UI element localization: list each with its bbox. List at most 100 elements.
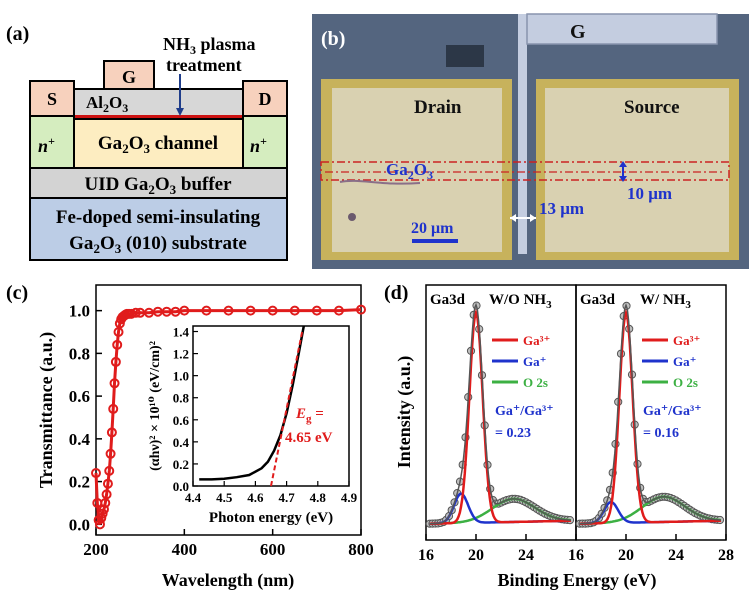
panel-d: (d) 16 20 24 16 20 24 28 Binding Energy (eV) I… (384, 282, 734, 591)
xps-xtick-label: 16 (568, 547, 584, 564)
ga3-component (429, 308, 571, 525)
core-label-right: Ga3d (580, 292, 616, 308)
scale-bar (412, 239, 458, 243)
inset-ytick-label: 1.0 (173, 369, 189, 384)
width-arrow-bottom (619, 176, 627, 182)
xps-xtick-label: 28 (718, 547, 734, 564)
legend-o2s-r: O 2s (673, 375, 698, 390)
legend-left: Ga³⁺ Ga⁺ O 2s Ga⁺/Ga³⁺ = 0.23 (492, 333, 554, 441)
gate-finger (518, 14, 527, 254)
inset-ytick-label: 0.0 (173, 479, 189, 494)
xps-ylabel: Intensity (a.u.) (394, 356, 415, 469)
ratio-label-left: Ga⁺/Ga³⁺ (495, 404, 554, 419)
gate-label: G (122, 67, 136, 87)
panel-a-label: (a) (6, 23, 29, 45)
ratio-value-left: = 0.23 (495, 426, 531, 441)
plasma-label-line2: treatment (166, 55, 242, 75)
inset-xtick-label: 4.6 (247, 490, 264, 505)
source-pad (545, 88, 729, 252)
panel-d-label: (d) (384, 282, 408, 304)
drain-pad (332, 88, 502, 252)
ga3-component (579, 308, 721, 525)
inset-xtick-label: 4.5 (216, 490, 233, 505)
channel-label: Ga2O3 channel (98, 133, 218, 156)
substrate-layer (29, 197, 288, 261)
nplus-right (242, 115, 288, 169)
panel-b-label: (b) (321, 28, 345, 50)
panel-c-label: (c) (6, 282, 28, 304)
transmittance-curve (94, 308, 362, 525)
buffer-label: UID Ga2O3 buffer (84, 174, 232, 197)
width-label: 10 μm (627, 184, 672, 203)
gate-pad (526, 13, 718, 45)
ratio-label-right: Ga⁺/Ga³⁺ (643, 404, 702, 419)
condition-label-left: W/O NH3 (489, 292, 552, 311)
plasma-label-line1: NH3 plasma (163, 34, 256, 57)
substrate-label-line1: Fe-doped semi-insulating (56, 207, 261, 228)
legend-right: Ga³⁺ Ga⁺ O 2s Ga⁺/Ga³⁺ = 0.16 (642, 333, 702, 441)
c-ytick-label: 0.4 (69, 430, 91, 449)
legend-ga3-r: Ga³⁺ (673, 333, 700, 348)
oxide-layer (73, 88, 244, 117)
gap-arrow-right (530, 214, 536, 222)
inset-axes: 4.4 4.5 4.6 4.7 4.8 4.9 0.0 0.2 0.4 0.6 0.8 1.0 1.2 1… (173, 325, 358, 505)
c-ytick-label: 0.2 (69, 473, 90, 492)
panel-c: (c) 200 400 600 800 0.0 0.2 0.4 0.6 0.8 1.0 Wavel… (6, 282, 374, 591)
c-ytick-label: 0.0 (69, 515, 90, 534)
inset-xtick-label: 4.7 (278, 490, 295, 505)
transmittance-xlabel: Wavelength (nm) (162, 570, 295, 591)
transmittance-plot-frame (95, 284, 362, 536)
xps-xtick-label: 20 (468, 547, 484, 564)
debris-trace (339, 179, 421, 185)
inset-ytick-label: 1.4 (173, 325, 190, 340)
nplus-left (29, 115, 75, 169)
xps-envelope (429, 302, 572, 525)
width-arrow-top (619, 161, 627, 167)
core-label-left: Ga3d (430, 292, 466, 308)
xps-spectra: 16 20 24 16 20 24 28 (418, 301, 734, 564)
panel-b: G Drain Source Ga2O3 10 μm 13 μm 20 μm (… (312, 13, 749, 269)
panel-a: (a) G S D Al2O3 NH3 plasma treatment n+ … (6, 23, 288, 261)
plasma-arrow-head (176, 108, 184, 116)
c-xtick-label: 400 (172, 540, 198, 559)
inset-ytick-label: 1.2 (173, 347, 189, 362)
c-ytick-label: 0.8 (69, 344, 90, 363)
drain-label: D (259, 89, 272, 109)
inset-ytick-label: 0.6 (173, 413, 190, 428)
absorption-curve (199, 325, 306, 481)
legend-ga1: Ga⁺ (523, 354, 546, 369)
plasma-treated-interface (70, 115, 246, 119)
inset-xtick-label: 4.4 (185, 490, 202, 505)
xps-xlabel: Binding Energy (eV) (497, 570, 656, 591)
inset-ytick-label: 0.4 (173, 435, 190, 450)
xps-xtick-label: 16 (418, 547, 434, 564)
legend-ga3: Ga³⁺ (523, 333, 550, 348)
inset-ytick-label: 0.2 (173, 457, 189, 472)
nplus-left-label: n+ (38, 134, 55, 156)
channel-outline (320, 161, 730, 181)
xps-xtick-label: 24 (668, 547, 684, 564)
dark-feature (446, 45, 484, 67)
inset-xtick-label: 4.9 (341, 490, 358, 505)
c-xtick-label: 200 (83, 540, 109, 559)
gap-label: 13 μm (539, 199, 584, 218)
inset-xtick-label: 4.8 (310, 490, 327, 505)
xps-xtick-label: 20 (618, 547, 634, 564)
gap-arrow-left (510, 214, 516, 222)
xps-envelope (579, 303, 722, 525)
source-label: Source (624, 97, 680, 118)
inset-xlabel: Photon energy (eV) (209, 510, 333, 526)
ratio-value-right: = 0.16 (643, 426, 679, 441)
legend-ga1-r: Ga⁺ (673, 354, 696, 369)
nplus-right-label: n+ (250, 134, 267, 156)
micrograph-gate-label: G (570, 21, 586, 43)
legend-o2s: O 2s (523, 375, 548, 390)
micrograph-channel-label: Ga2O3 (386, 160, 433, 182)
oxide-label: Al2O3 (86, 93, 128, 115)
inset-ylabel: (αhν)² × 10¹⁰ (eV/cm)² (148, 341, 163, 471)
xps-xtick-label: 24 (518, 547, 534, 564)
drain-label: Drain (414, 97, 462, 118)
c-ytick-label: 1.0 (69, 302, 90, 321)
scale-label: 20 μm (411, 220, 454, 237)
